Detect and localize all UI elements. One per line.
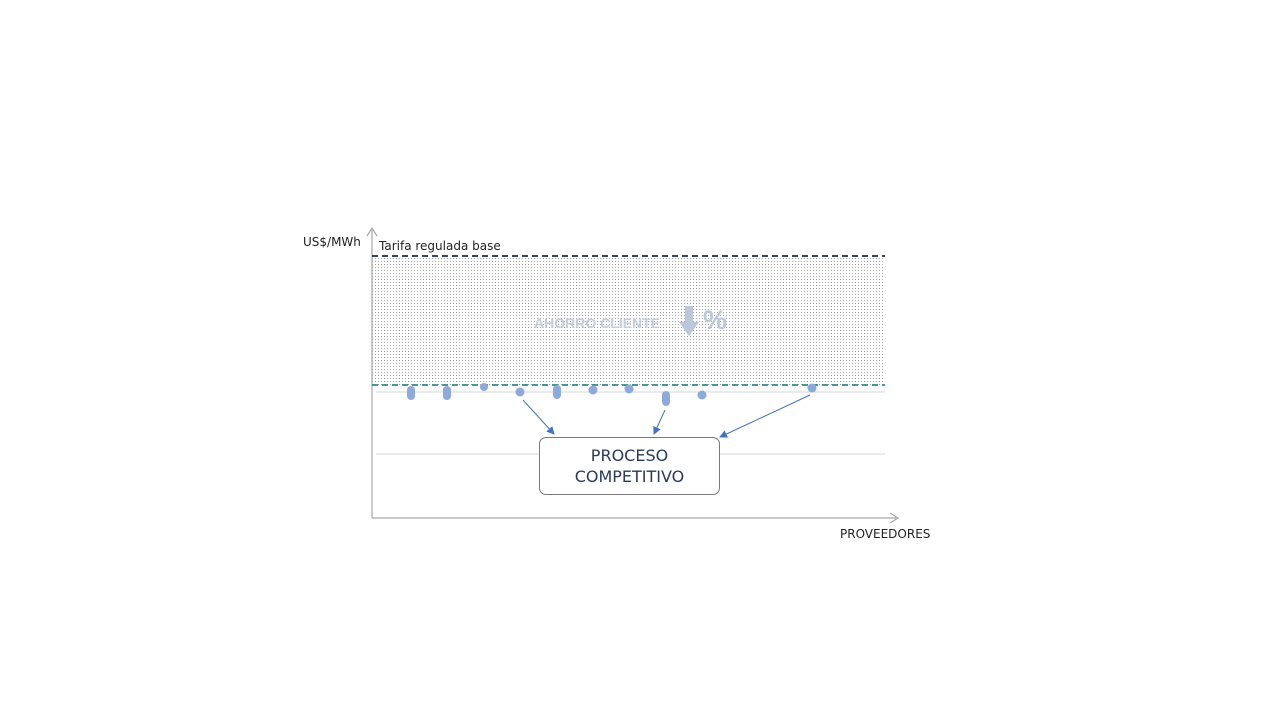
x-axis-arrowhead: [889, 512, 900, 524]
supplier-offers: [407, 383, 817, 406]
supplier-offer-dot: [662, 391, 670, 406]
supplier-offer-dot: [588, 385, 598, 395]
supplier-offer-dot: [624, 384, 634, 394]
x-axis-label: PROVEEDORES: [840, 527, 931, 541]
arrow-to-box: [522, 399, 555, 435]
competitive-process-box: PROCESO COMPETITIVO: [539, 437, 720, 495]
tariff-line-label: Tarifa regulada base: [379, 239, 501, 253]
supplier-offer-dot: [443, 386, 451, 400]
box-line-2: COMPETITIVO: [574, 467, 685, 486]
arrow-to-box: [653, 409, 666, 435]
savings-label: AHORRO CLIENTE: [534, 315, 660, 331]
savings-percent-symbol: %: [703, 305, 728, 335]
down-arrow-icon: [679, 306, 699, 336]
supplier-offer-dot: [807, 383, 817, 393]
supplier-offer-dot: [697, 390, 707, 400]
supplier-offer-dot: [553, 385, 561, 399]
supplier-offer-dot: [515, 387, 525, 397]
arrow-to-box: [719, 394, 811, 438]
y-axis-label: US$/MWh: [303, 235, 361, 249]
supplier-offer-dot: [407, 386, 415, 400]
y-axis-arrowhead: [366, 226, 378, 237]
box-line-1: PROCESO: [590, 446, 669, 465]
supplier-offer-dot: [480, 383, 488, 391]
savings-band: [372, 256, 885, 385]
